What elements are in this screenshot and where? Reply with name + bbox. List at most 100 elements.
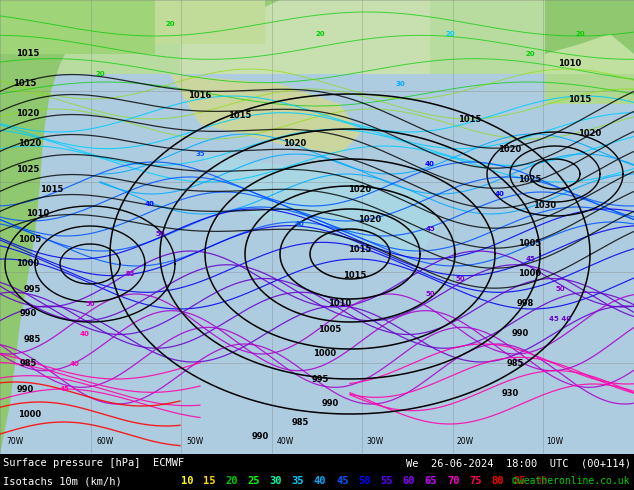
Text: 1020: 1020 — [283, 140, 307, 148]
Text: 75: 75 — [469, 476, 482, 486]
Text: 60: 60 — [403, 476, 415, 486]
Text: 1015: 1015 — [228, 112, 252, 121]
Text: 1015: 1015 — [41, 185, 63, 194]
Text: 20W: 20W — [456, 437, 474, 446]
Text: 1000: 1000 — [16, 260, 39, 269]
Text: 45: 45 — [425, 226, 435, 232]
Bar — [545, 0, 634, 74]
Text: 40: 40 — [314, 476, 327, 486]
Text: 985: 985 — [19, 360, 37, 368]
Text: 985: 985 — [291, 417, 309, 426]
Text: 1030: 1030 — [533, 201, 557, 211]
Text: 1010: 1010 — [559, 59, 581, 69]
Text: 45: 45 — [525, 256, 535, 262]
Text: 10: 10 — [181, 476, 193, 486]
Text: 35: 35 — [292, 476, 304, 486]
Text: 25: 25 — [247, 476, 260, 486]
Text: 50: 50 — [358, 476, 371, 486]
Polygon shape — [0, 0, 80, 454]
Text: 50: 50 — [455, 276, 465, 282]
Text: 1005: 1005 — [519, 240, 541, 248]
Text: 70W: 70W — [6, 437, 23, 446]
Text: 1020: 1020 — [16, 109, 39, 119]
Text: 70: 70 — [447, 476, 460, 486]
Text: We  26-06-2024  18:00  UTC  (00+114): We 26-06-2024 18:00 UTC (00+114) — [406, 458, 631, 468]
Bar — [155, 0, 265, 44]
Text: 40: 40 — [295, 221, 305, 227]
Text: 998: 998 — [516, 299, 534, 309]
Text: 50: 50 — [425, 291, 435, 297]
Text: 990: 990 — [321, 399, 339, 409]
Text: 20: 20 — [225, 476, 238, 486]
Text: 1015: 1015 — [348, 245, 372, 253]
Polygon shape — [200, 154, 440, 254]
Text: 20: 20 — [95, 71, 105, 77]
Text: 995: 995 — [311, 374, 328, 384]
Text: 1000: 1000 — [18, 410, 42, 418]
Text: Surface pressure [hPa]  ECMWF: Surface pressure [hPa] ECMWF — [3, 458, 184, 468]
Text: 40: 40 — [70, 361, 80, 367]
Text: 1015: 1015 — [13, 79, 37, 89]
Text: 85: 85 — [514, 476, 526, 486]
Text: 20: 20 — [165, 21, 175, 27]
Text: 15: 15 — [203, 476, 216, 486]
Text: 985: 985 — [23, 335, 41, 343]
Text: 55: 55 — [380, 476, 393, 486]
Text: 1020: 1020 — [18, 140, 42, 148]
Text: 50: 50 — [155, 231, 165, 237]
Text: 1015: 1015 — [568, 95, 592, 103]
Text: 1005: 1005 — [18, 235, 42, 244]
Text: 1015: 1015 — [458, 115, 482, 123]
Text: 45 40: 45 40 — [549, 316, 571, 322]
Bar — [180, 0, 430, 74]
Text: 1010: 1010 — [328, 299, 352, 309]
Text: 1000: 1000 — [519, 270, 541, 278]
Text: 995: 995 — [23, 285, 41, 294]
Text: 50: 50 — [555, 286, 565, 292]
Text: 50: 50 — [85, 301, 95, 307]
Text: 60W: 60W — [96, 437, 113, 446]
Text: 20: 20 — [445, 31, 455, 37]
Bar — [0, 0, 155, 54]
Text: 35: 35 — [195, 151, 205, 157]
Text: 1020: 1020 — [358, 215, 382, 223]
Text: 40: 40 — [80, 331, 90, 337]
Bar — [545, 0, 634, 104]
Text: 20: 20 — [575, 31, 585, 37]
Text: 1020: 1020 — [578, 129, 602, 139]
Text: 990: 990 — [20, 310, 37, 318]
Text: 1025: 1025 — [519, 174, 541, 183]
Text: 990: 990 — [512, 329, 529, 339]
Text: 50W: 50W — [186, 437, 204, 446]
Text: 1020: 1020 — [348, 185, 372, 194]
Text: 1020: 1020 — [498, 145, 522, 153]
Text: 30: 30 — [395, 81, 405, 87]
Text: 90: 90 — [536, 476, 548, 486]
Text: 930: 930 — [501, 390, 519, 398]
Text: 1025: 1025 — [16, 165, 40, 173]
Text: 990: 990 — [251, 432, 269, 441]
Text: 55: 55 — [126, 271, 135, 277]
Text: 20: 20 — [315, 31, 325, 37]
Text: 1005: 1005 — [318, 324, 342, 334]
Text: 985: 985 — [507, 360, 524, 368]
Bar — [0, 0, 634, 74]
Text: 65: 65 — [425, 476, 437, 486]
Text: 40: 40 — [425, 161, 435, 167]
Polygon shape — [160, 0, 300, 24]
Text: 990: 990 — [16, 385, 34, 393]
Text: 10W: 10W — [547, 437, 564, 446]
Polygon shape — [170, 74, 360, 154]
Text: 20: 20 — [525, 51, 535, 57]
Polygon shape — [545, 0, 634, 54]
Text: 1015: 1015 — [16, 49, 40, 58]
Text: ©weatheronline.co.uk: ©weatheronline.co.uk — [512, 476, 630, 486]
Text: 30: 30 — [269, 476, 282, 486]
Text: 1016: 1016 — [188, 92, 212, 100]
Text: 45: 45 — [60, 386, 70, 392]
Text: 1015: 1015 — [344, 271, 366, 280]
Text: Isotachs 10m (km/h): Isotachs 10m (km/h) — [3, 476, 122, 486]
Text: 40: 40 — [495, 191, 505, 197]
Text: 1010: 1010 — [27, 210, 49, 219]
Text: 45: 45 — [336, 476, 349, 486]
